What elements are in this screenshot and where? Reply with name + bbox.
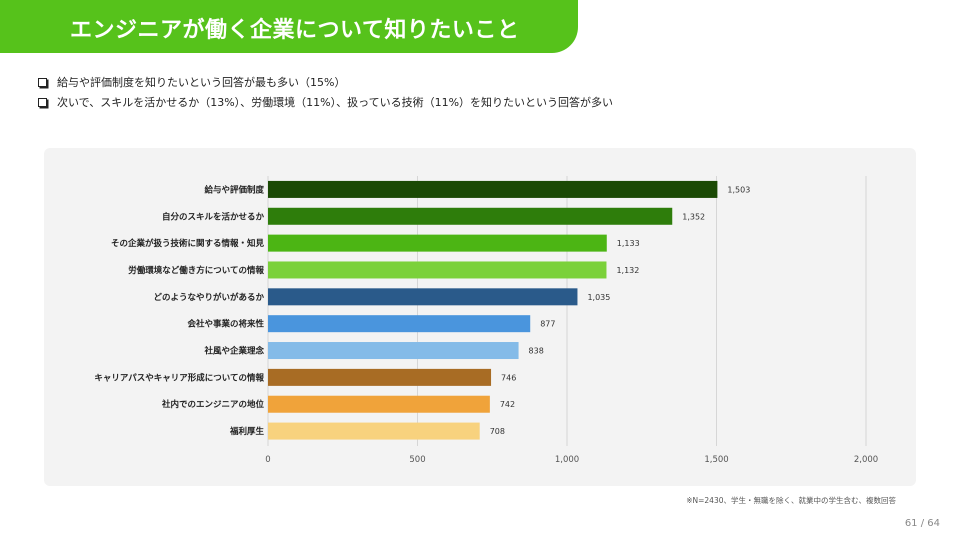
category-label: どのようなやりがいがあるか: [153, 292, 264, 303]
category-label: 労働環境など働き方についての情報: [128, 265, 264, 276]
bar: [268, 261, 607, 279]
bullet-item: 給与や評価制度を知りたいという回答が最も多い（15%）: [38, 72, 613, 92]
category-label: 福利厚生: [229, 426, 265, 437]
x-tick-label: 1,500: [704, 455, 728, 465]
x-tick-label: 0: [265, 455, 270, 465]
bar-chart-panel: 0 500 1,000 1,500 2,000 給与や評価制度 1,503 自分のスキルを活か…: [44, 148, 916, 486]
bullet-text: 給与や評価制度を知りたいという回答が最も多い（15%）: [57, 76, 346, 89]
data-label: 1,503: [727, 185, 750, 194]
summary-bullets: 給与や評価制度を知りたいという回答が最も多い（15%） 次いで、スキルを活かせる…: [38, 72, 613, 112]
category-label: 会社や事業の将来性: [186, 319, 264, 330]
page-number: 61 / 64: [904, 518, 940, 529]
checkbox-bullet-icon: [38, 97, 47, 107]
category-label: 社内でのエンジニアの地位: [161, 399, 265, 410]
category-label: その企業が扱う技術に関する情報・知見: [111, 238, 265, 249]
bar: [268, 234, 607, 252]
data-label: 708: [490, 427, 505, 436]
bullet-text: 次いで、スキルを活かせるか（13%）、労働環境（11%）、扱っている技術（11%…: [57, 96, 614, 109]
checkbox-bullet-icon: [38, 77, 47, 87]
category-label: 社風や企業理念: [203, 346, 264, 357]
data-label: 1,132: [616, 266, 639, 275]
category-label: 給与や評価制度: [204, 184, 264, 195]
category-label: 自分のスキルを活かせるか: [162, 211, 265, 222]
bar-chart: 0 500 1,000 1,500 2,000 給与や評価制度 1,503 自分のスキルを活か…: [94, 176, 878, 465]
bar: [268, 422, 480, 440]
x-tick-label: 1,000: [555, 455, 579, 465]
data-label: 877: [540, 320, 555, 329]
data-label: 1,035: [587, 293, 610, 302]
data-label: 746: [501, 373, 516, 382]
data-label: 742: [500, 400, 515, 409]
x-tick-label: 500: [409, 455, 425, 465]
data-label: 1,352: [682, 212, 705, 221]
data-label: 1,133: [617, 239, 640, 248]
bar: [268, 180, 718, 198]
bar: [268, 368, 492, 386]
data-label: 838: [529, 347, 544, 356]
x-tick-label: 2,000: [854, 455, 878, 465]
title-banner: エンジニアが働く企業について知りたいこと: [0, 0, 578, 53]
bar: [268, 315, 531, 333]
bar: [268, 207, 673, 225]
page-title: エンジニアが働く企業について知りたいこと: [70, 18, 520, 43]
bar: [268, 288, 578, 306]
bar: [268, 395, 490, 413]
footnote: ※N=2430、学生・無職を除く、就業中の学生含む、複数回答: [686, 496, 896, 505]
category-label: キャリアパスやキャリア形成についての情報: [94, 372, 264, 383]
bullet-item: 次いで、スキルを活かせるか（13%）、労働環境（11%）、扱っている技術（11%…: [38, 92, 613, 112]
bar: [268, 342, 519, 360]
